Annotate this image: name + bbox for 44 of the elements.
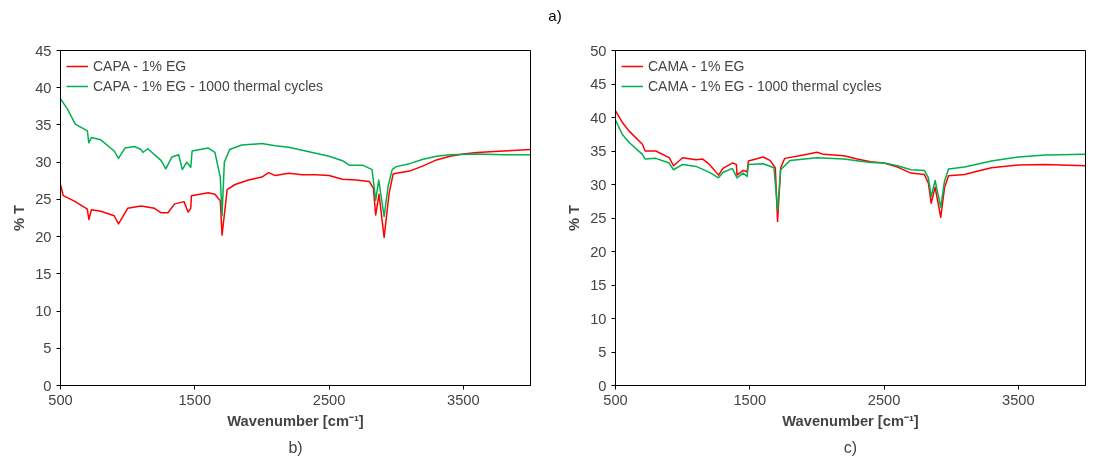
x-axis-title: Wavenumber [cm⁻¹] (782, 412, 919, 429)
y-tick-label: 30 (35, 154, 52, 171)
x-tick-label: 1500 (178, 391, 212, 408)
y-tick-label: 25 (590, 210, 607, 226)
y-tick-label: 40 (35, 79, 52, 96)
line-series (615, 119, 1086, 211)
y-tick-label: 15 (35, 265, 52, 282)
y-tick-label: 0 (43, 377, 52, 394)
y-tick-label: 5 (43, 340, 52, 357)
line-series (60, 98, 531, 218)
y-tick-label: 45 (590, 76, 607, 92)
line-series (615, 110, 1086, 223)
text: b) (288, 438, 303, 456)
x-tick-label: 500 (48, 391, 73, 408)
y-tick-label: 10 (590, 310, 607, 327)
text: c) (843, 438, 858, 456)
x-tick-label: 3500 (1002, 391, 1035, 408)
y-tick-label: 25 (35, 191, 52, 208)
x-tick-label: 3500 (447, 391, 480, 408)
y-tick-label: 35 (590, 143, 607, 159)
legend-label: CAPA - 1% EG (93, 58, 187, 74)
legend-label: CAMA - 1% EG (648, 58, 745, 74)
y-tick-label: 35 (35, 116, 52, 133)
y-tick-label: 50 (590, 42, 607, 59)
y-tick-label: 30 (590, 176, 607, 193)
y-tick-label: 20 (35, 228, 52, 245)
y-tick-label: 15 (590, 277, 607, 293)
y-tick-label: 20 (590, 243, 607, 260)
legend-label: CAMA - 1% EG - 1000 thermal cycles (648, 78, 882, 94)
x-axis-title: Wavenumber [cm⁻¹] (227, 412, 364, 429)
line-series (60, 148, 531, 239)
text: a) (548, 6, 562, 26)
legend-label: CAPA - 1% EG - 1000 thermal cycles (93, 78, 324, 94)
y-axis-title: % T (566, 204, 583, 232)
x-tick-label: 1500 (733, 391, 767, 408)
x-tick-label: 500 (603, 391, 628, 408)
y-tick-label: 45 (35, 42, 52, 59)
y-tick-label: 5 (598, 344, 607, 360)
y-tick-label: 10 (35, 303, 52, 320)
y-axis-title: % T (11, 204, 28, 232)
y-tick-label: 40 (590, 109, 607, 126)
y-tick-label: 0 (598, 377, 607, 394)
x-tick-label: 2500 (867, 391, 901, 408)
x-tick-label: 2500 (312, 391, 346, 408)
